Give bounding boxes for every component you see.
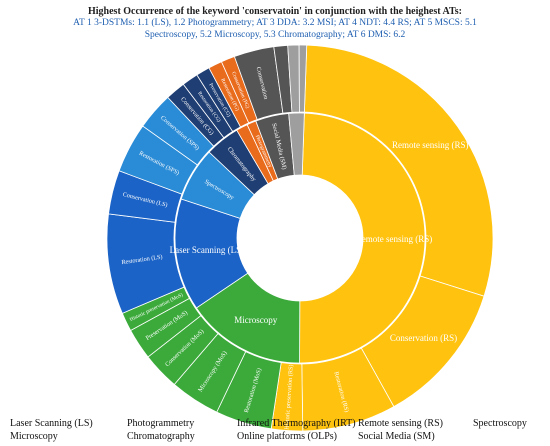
outer-segment-remote-sensing-rs — [303, 44, 494, 297]
inner-segment-unlabeled-8 — [288, 112, 305, 176]
outer-label-historic-preservation-rs: Historic preservation (RS) — [283, 364, 294, 430]
inner-label-microscopy: Microscopy — [234, 315, 277, 325]
outer-label-remote-sensing-rs: Remote sensing (RS) — [392, 140, 469, 150]
legend-item-online-platforms-olps: Online platforms (OLPs) — [237, 431, 337, 442]
legend-item-photogrammetry: Photogrammetry — [127, 418, 195, 429]
legend-item-laser-scanning-ls: Laser Scanning (LS) — [10, 418, 93, 429]
inner-label-remote-sensing-rs: Remote sensing (RS) — [356, 234, 433, 244]
inner-ring — [174, 112, 426, 364]
legend-item-spectroscopy: Spectroscopy — [473, 418, 527, 429]
legend-item-chromatography: Chromatography — [127, 431, 195, 442]
legend-item-infrared-thermography-irt: Infrared Thermography (IRT) — [237, 418, 356, 429]
center-hole — [237, 175, 363, 301]
chart-legend: Laser Scanning (LS) Photogrammetry Infrare… — [10, 418, 550, 446]
legend-item-remote-sensing-rs: Remote sensing (RS) — [358, 418, 443, 429]
outer-ring — [106, 44, 494, 432]
outer-segment-unlabeled-21 — [298, 44, 308, 113]
chart-title: Highest Occurrence of the keyword 'conse… — [88, 6, 462, 17]
legend-item-social-media-sm: Social Media (SM) — [358, 431, 435, 442]
chart-subtitle: AT 1 3-DSTMs: 1.1 (LS), 1.2 Photogrammet… — [73, 18, 477, 40]
outer-label-conservation-rs: Conservation (RS) — [390, 333, 457, 343]
inner-segment-remote-sensing-rs — [299, 112, 426, 364]
legend-item-microscopy: Microscopy — [10, 431, 58, 442]
inner-label-laser-scanning-ls: Laser Scanning (LS) — [170, 245, 244, 255]
chart-title-block: Highest Occurrence of the keyword 'conse… — [0, 6, 550, 41]
